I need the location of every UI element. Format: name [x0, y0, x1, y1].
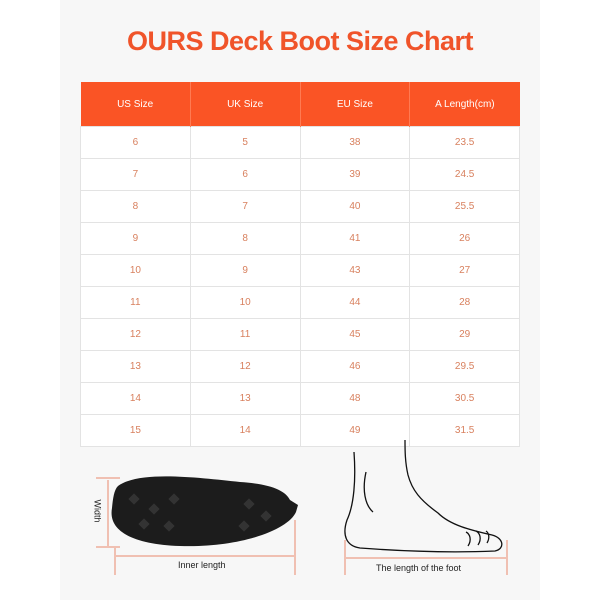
table-row: 7 6 39 24.5: [80, 158, 520, 191]
table-cell: 25.5: [409, 190, 520, 223]
column-header: A Length(cm): [409, 82, 520, 127]
page-title: OURS Deck Boot Size Chart: [126, 26, 474, 56]
table-cell: 13: [189, 382, 301, 415]
table-row: 12 11 45 29: [80, 318, 520, 351]
inner-length-label: Inner length: [178, 560, 226, 570]
table-cell: 14: [189, 414, 301, 447]
table-row: 15 14 49 31.5: [80, 414, 520, 447]
table-row: 9 8 41 26: [80, 222, 520, 255]
table-cell: 12: [80, 318, 191, 351]
table-cell: 30.5: [409, 382, 520, 415]
table-cell: 7: [189, 190, 301, 223]
measurement-lines: [96, 477, 508, 575]
table-row: 10 9 43 27: [80, 254, 520, 287]
table-cell: 39: [299, 158, 411, 191]
column-header: US Size: [80, 82, 191, 127]
table-cell: 26: [409, 222, 520, 255]
boot-sole-image: [111, 476, 298, 547]
table-cell: 12: [189, 350, 301, 383]
table-cell: 10: [80, 254, 191, 287]
table-cell: 28: [409, 286, 520, 319]
column-header: UK Size: [190, 82, 301, 127]
table-cell: 29: [409, 318, 520, 351]
foot-length-label: The length of the foot: [376, 563, 462, 573]
table-cell: 6: [80, 126, 191, 159]
table-cell: 44: [299, 286, 411, 319]
size-chart-table: US Size UK Size EU Size A Length(cm) 6 5 38 23…: [80, 82, 520, 447]
table-cell: 29.5: [409, 350, 520, 383]
table-cell: 27: [409, 254, 520, 287]
table-cell: 8: [80, 190, 191, 223]
table-row: 6 5 38 23.5: [80, 126, 520, 159]
table-cell: 38: [299, 126, 411, 159]
table-cell: 9: [80, 222, 191, 255]
table-row: 14 13 48 30.5: [80, 382, 520, 415]
table-cell: 14: [80, 382, 191, 415]
table-row: 11 10 44 28: [80, 286, 520, 319]
table-cell: 48: [299, 382, 411, 415]
table-cell: 15: [80, 414, 191, 447]
table-cell: 24.5: [409, 158, 520, 191]
column-header: EU Size: [300, 82, 411, 127]
table-cell: 49: [299, 414, 411, 447]
table-cell: 6: [189, 158, 301, 191]
table-cell: 10: [189, 286, 301, 319]
table-header-row: US Size UK Size EU Size A Length(cm): [80, 82, 520, 127]
table-cell: 9: [189, 254, 301, 287]
width-label: Width: [92, 499, 103, 523]
foot-outline-icon: [344, 439, 503, 553]
table-cell: 41: [299, 222, 411, 255]
table-row: 8 7 40 25.5: [80, 190, 520, 223]
table-cell: 7: [80, 158, 191, 191]
table-cell: 40: [299, 190, 411, 223]
table-cell: 46: [299, 350, 411, 383]
table-cell: 31.5: [409, 414, 520, 447]
